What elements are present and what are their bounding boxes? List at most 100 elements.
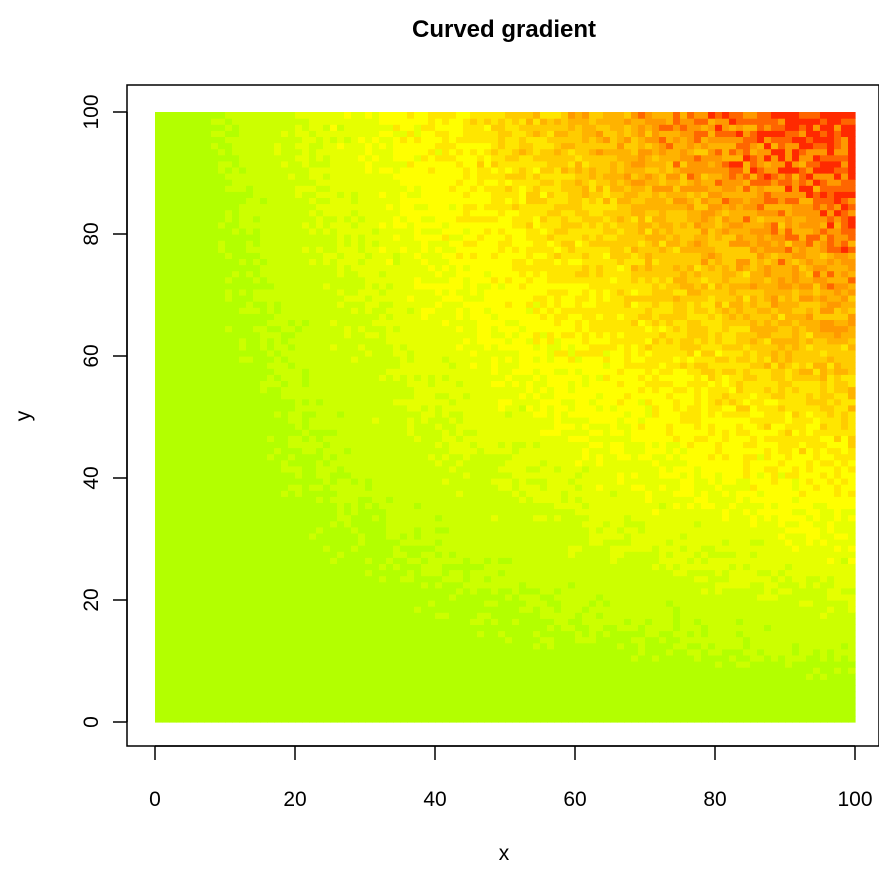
heatmap-cell (274, 569, 282, 577)
heatmap-cell (799, 715, 807, 723)
heatmap-cell (162, 471, 170, 479)
heatmap-cell (582, 526, 590, 534)
heatmap-cell (176, 551, 184, 558)
heatmap-cell (218, 661, 226, 668)
heatmap-cell (260, 703, 268, 711)
heatmap-cell (729, 502, 737, 510)
heatmap-cell (771, 600, 779, 607)
heatmap-cell (302, 618, 310, 625)
heatmap-cell (708, 435, 716, 442)
heatmap-cell (743, 697, 751, 705)
heatmap-cell (407, 661, 415, 668)
heatmap-cell (498, 618, 506, 625)
heatmap-cell (505, 691, 513, 699)
heatmap-cell (246, 575, 254, 583)
heatmap-cell (631, 691, 639, 699)
heatmap-cell (246, 679, 254, 686)
heatmap-cell (603, 502, 611, 510)
heatmap-cell (701, 679, 709, 686)
heatmap-cell (225, 667, 233, 674)
heatmap-cell (323, 563, 331, 571)
heatmap-cell (330, 514, 338, 522)
heatmap-cell (393, 636, 401, 644)
heatmap-cell (484, 697, 492, 705)
heatmap-cell (449, 532, 457, 540)
heatmap-cell (827, 697, 835, 705)
heatmap-cell (470, 624, 478, 632)
heatmap-cell (421, 532, 429, 540)
heatmap-cell (260, 673, 268, 680)
heatmap-cell (652, 545, 660, 552)
heatmap-cell (365, 612, 373, 619)
heatmap-cell (841, 551, 849, 558)
heatmap-cell (729, 508, 737, 516)
heatmap-cell (358, 496, 366, 503)
heatmap-cell (169, 691, 177, 699)
heatmap-cell (757, 661, 765, 668)
heatmap-cell (449, 557, 457, 564)
heatmap-cell (204, 557, 212, 564)
heatmap-cell (575, 703, 583, 711)
heatmap-cell (309, 685, 317, 693)
heatmap-cell (435, 551, 443, 558)
heatmap-cell (477, 441, 485, 449)
heatmap-cell (477, 551, 485, 558)
heatmap-cell (225, 465, 233, 473)
heatmap-cell (792, 697, 800, 705)
heatmap-cell (498, 606, 506, 613)
heatmap-cell (225, 685, 233, 693)
heatmap-cell (204, 429, 212, 436)
heatmap-cell (414, 593, 422, 601)
heatmap-cell (841, 508, 849, 516)
heatmap-cell (799, 423, 807, 430)
heatmap-cell (211, 447, 219, 455)
heatmap-cell (694, 667, 702, 674)
heatmap-cell (498, 600, 506, 607)
heatmap-cell (183, 441, 191, 449)
heatmap-cell (533, 715, 541, 723)
heatmap-cell (400, 642, 408, 650)
heatmap-cell (813, 606, 821, 613)
heatmap-cell (190, 441, 198, 449)
heatmap-cell (589, 471, 597, 479)
heatmap-cell (799, 429, 807, 436)
heatmap-cell (547, 661, 555, 668)
heatmap-cell (652, 520, 660, 528)
heatmap-cell (162, 703, 170, 711)
heatmap-cell (183, 697, 191, 705)
heatmap-cell (638, 557, 646, 564)
heatmap-cell (197, 526, 205, 534)
heatmap-cell (736, 612, 744, 619)
heatmap-cell (561, 715, 569, 723)
heatmap-cell (547, 545, 555, 552)
heatmap-cell (183, 618, 191, 625)
heatmap-cell (575, 453, 583, 461)
heatmap-cell (540, 551, 548, 558)
heatmap-cell (729, 703, 737, 711)
heatmap-cell (771, 453, 779, 461)
heatmap-cell (498, 502, 506, 510)
heatmap-cell (610, 703, 618, 711)
heatmap-cell (603, 539, 611, 546)
heatmap-cell (575, 600, 583, 607)
heatmap-cell (316, 618, 324, 625)
heatmap-cell (470, 453, 478, 461)
heatmap-cell (281, 478, 289, 485)
heatmap-cell (820, 465, 828, 473)
heatmap-cell (680, 569, 688, 577)
heatmap-cell (813, 673, 821, 680)
heatmap-cell (722, 593, 730, 601)
heatmap-cell (323, 600, 331, 607)
heatmap-cell (288, 642, 296, 650)
heatmap-cell (400, 618, 408, 625)
heatmap-cell (365, 514, 373, 522)
heatmap-cell (400, 417, 408, 424)
heatmap-cell (232, 417, 240, 424)
heatmap-cell (414, 618, 422, 625)
heatmap-cell (365, 545, 373, 552)
heatmap-cell (197, 624, 205, 632)
heatmap-cell (680, 661, 688, 668)
heatmap-cell (547, 532, 555, 540)
heatmap-cell (771, 654, 779, 662)
heatmap-cell (554, 447, 562, 455)
